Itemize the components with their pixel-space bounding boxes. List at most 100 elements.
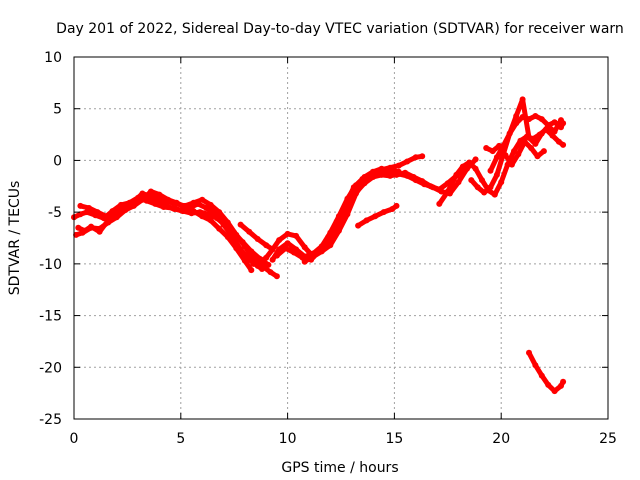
data-point — [532, 113, 539, 119]
data-point — [239, 239, 246, 246]
data-point — [395, 170, 402, 177]
data-point — [77, 211, 84, 218]
series-line — [483, 139, 547, 168]
data-point — [436, 200, 443, 207]
data-point — [560, 378, 567, 385]
y-tick-label: 10 — [44, 50, 62, 66]
data-point — [190, 199, 197, 206]
data-point — [545, 381, 552, 388]
data-point — [207, 217, 214, 224]
data-point — [265, 261, 272, 268]
series-arc-15 — [526, 349, 567, 395]
data-point — [370, 174, 376, 180]
data-point — [216, 209, 223, 216]
data-point — [263, 254, 270, 261]
x-tick-label: 15 — [385, 431, 403, 447]
data-point — [173, 199, 180, 206]
grid-lines — [74, 57, 608, 419]
y-tick-label: -15 — [39, 309, 62, 325]
data-point — [498, 179, 505, 186]
data-point — [438, 188, 445, 195]
x-tick-label: 20 — [492, 431, 510, 447]
data-point — [197, 209, 203, 216]
data-point — [291, 249, 297, 256]
data-point — [551, 119, 558, 126]
data-point — [453, 171, 460, 178]
data-point — [284, 240, 291, 247]
data-point — [216, 225, 223, 232]
data-point — [267, 269, 274, 276]
data-point — [145, 193, 152, 200]
data-point — [273, 273, 280, 280]
data-point — [179, 208, 186, 215]
data-point — [444, 188, 451, 195]
data-point — [363, 217, 370, 224]
data-point — [491, 191, 498, 198]
data-point — [96, 225, 103, 232]
data-point — [387, 172, 394, 179]
data-point — [77, 202, 84, 209]
data-point — [513, 120, 520, 127]
x-tick-label: 25 — [599, 431, 617, 447]
data-point — [496, 142, 503, 149]
x-axis-label: GPS time / hours — [281, 460, 398, 476]
data-point — [248, 248, 255, 255]
y-axis-label: SDTVAR / TECUs — [7, 181, 23, 296]
x-tick-label: 5 — [176, 431, 185, 447]
data-point — [419, 153, 426, 160]
data-point — [214, 215, 221, 222]
data-point — [511, 148, 517, 155]
chart-title: Day 201 of 2022, Sidereal Day-to-day VTE… — [56, 21, 624, 37]
data-point — [188, 210, 195, 217]
data-point — [353, 189, 359, 196]
data-point — [103, 213, 109, 220]
data-point — [502, 152, 509, 159]
data-point — [521, 138, 528, 145]
data-point — [534, 153, 541, 160]
data-point — [481, 189, 488, 196]
data-point — [162, 202, 169, 209]
data-point — [466, 159, 473, 166]
data-point — [344, 201, 351, 208]
data-point — [532, 362, 539, 369]
data-point — [479, 177, 485, 184]
data-point — [526, 349, 532, 356]
data-point — [555, 138, 562, 145]
data-point — [421, 181, 428, 188]
data-point — [246, 228, 253, 235]
data-point — [120, 206, 127, 212]
data-point — [222, 222, 229, 229]
data-point — [459, 163, 466, 170]
data-point — [404, 158, 411, 165]
data-point — [526, 134, 532, 141]
data-point — [205, 211, 212, 218]
data-point — [156, 191, 163, 198]
data-point — [269, 256, 276, 263]
data-point — [355, 222, 362, 229]
data-point — [483, 145, 490, 151]
data-point — [493, 154, 500, 161]
data-point — [350, 184, 357, 191]
data-point — [551, 388, 558, 395]
data-point — [515, 151, 522, 158]
data-point — [128, 201, 135, 208]
data-point — [489, 148, 496, 155]
data-point — [203, 205, 210, 211]
data-point — [395, 162, 402, 169]
data-point — [269, 246, 276, 253]
x-tick-label: 10 — [279, 431, 297, 447]
data-point — [532, 140, 539, 147]
data-point — [335, 219, 342, 226]
data-point — [79, 229, 86, 236]
data-point — [88, 224, 95, 231]
data-point — [301, 258, 308, 265]
data-point — [412, 177, 419, 184]
data-point — [519, 96, 526, 103]
series-arc-4 — [77, 193, 272, 268]
y-tick-label: -10 — [39, 257, 62, 273]
x-tick-label: 0 — [70, 431, 79, 447]
series-arc-14 — [483, 138, 547, 168]
data-point — [237, 221, 244, 228]
data-point — [389, 206, 396, 212]
